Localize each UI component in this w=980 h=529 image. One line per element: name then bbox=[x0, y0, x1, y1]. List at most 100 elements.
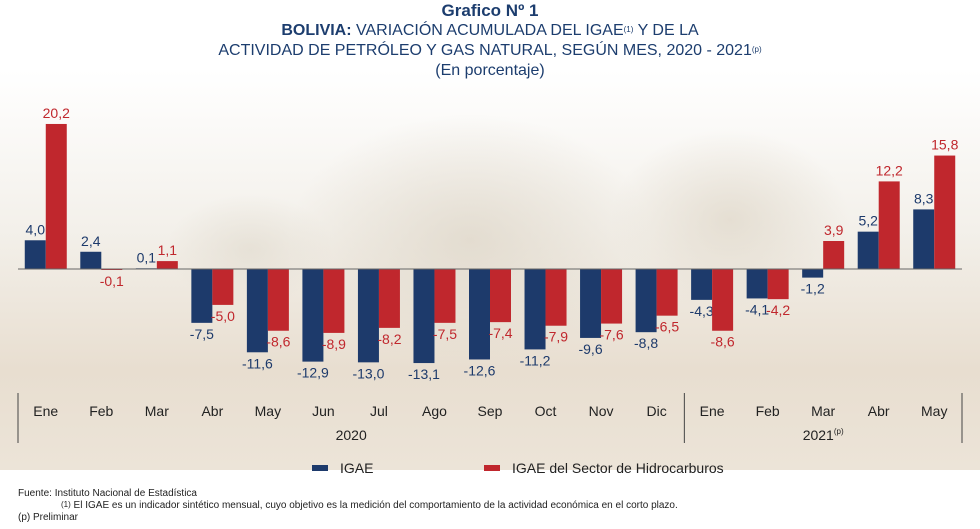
data-label-hidrocarburos-0: 20,2 bbox=[43, 105, 70, 121]
bar-hidrocarburos-6 bbox=[378, 269, 400, 328]
data-label-igae-13: -4,1 bbox=[745, 301, 769, 317]
data-label-hidrocarburos-5: -8,9 bbox=[322, 336, 346, 352]
chart-title: Grafico Nº 1 BOLIVIA: VARIACIÓN ACUMULAD… bbox=[0, 0, 980, 81]
bar-hidrocarburos-2 bbox=[156, 261, 178, 269]
tick-label-9: Oct bbox=[535, 403, 557, 419]
figure-number: Grafico Nº 1 bbox=[441, 1, 539, 20]
group-label-sup-1: (p) bbox=[834, 427, 844, 436]
bar-hidrocarburos-16 bbox=[934, 155, 956, 269]
bar-hidrocarburos-10 bbox=[601, 269, 623, 324]
source-text: Fuente: Instituto Nacional de Estadístic… bbox=[18, 488, 197, 499]
data-label-igae-6: -13,0 bbox=[352, 365, 384, 381]
data-label-hidrocarburos-3: -5,0 bbox=[211, 308, 235, 324]
data-label-hidrocarburos-10: -7,6 bbox=[599, 327, 623, 343]
footnote-1: (1) El IGAE es un indicador sintético me… bbox=[18, 500, 678, 512]
data-label-igae-8: -12,6 bbox=[464, 362, 496, 378]
data-label-igae-12: -4,3 bbox=[690, 303, 714, 319]
data-label-hidrocarburos-8: -7,4 bbox=[488, 325, 512, 341]
tick-label-6: Jul bbox=[370, 403, 388, 419]
data-label-hidrocarburos-13: -4,2 bbox=[766, 302, 790, 318]
legend-igae: IGAE bbox=[312, 458, 373, 478]
bar-hidrocarburos-0 bbox=[45, 123, 67, 270]
bar-igae-7 bbox=[413, 269, 435, 364]
data-label-hidrocarburos-16: 15,8 bbox=[931, 137, 958, 153]
footnote-1-mark: (1) bbox=[61, 500, 71, 509]
data-label-igae-16: 8,3 bbox=[914, 190, 934, 206]
tick-label-13: Feb bbox=[756, 403, 780, 419]
tick-label-5: Jun bbox=[312, 403, 335, 419]
bar-igae-0 bbox=[24, 240, 46, 269]
legend-label-hidrocarburos: IGAE del Sector de Hidrocarburos bbox=[512, 460, 724, 476]
bar-hidrocarburos-15 bbox=[878, 181, 900, 269]
data-label-igae-9: -11,2 bbox=[520, 352, 551, 368]
data-label-igae-0: 4,0 bbox=[26, 221, 46, 237]
data-label-hidrocarburos-1: -0,1 bbox=[100, 273, 124, 289]
bar-igae-13 bbox=[746, 269, 768, 299]
data-label-hidrocarburos-2: 1,1 bbox=[158, 242, 178, 258]
tick-label-8: Sep bbox=[478, 403, 503, 419]
title-note-1: (1) bbox=[623, 25, 634, 34]
bar-igae-10 bbox=[580, 269, 602, 338]
data-label-hidrocarburos-4: -8,6 bbox=[266, 334, 290, 350]
data-label-igae-5: -12,9 bbox=[297, 365, 329, 381]
bar-hidrocarburos-14 bbox=[823, 240, 845, 269]
bar-igae-15 bbox=[857, 231, 879, 269]
bar-igae-14 bbox=[802, 269, 824, 278]
bar-igae-16 bbox=[913, 209, 935, 269]
tick-label-14: Mar bbox=[811, 403, 835, 419]
bar-hidrocarburos-11 bbox=[656, 269, 678, 316]
title-line-2-text: ACTIVIDAD DE PETRÓLEO Y GAS NATURAL, SEG… bbox=[218, 42, 752, 59]
data-label-hidrocarburos-11: -6,5 bbox=[655, 319, 679, 335]
bar-igae-1 bbox=[80, 251, 102, 269]
legend-hidrocarburos: IGAE del Sector de Hidrocarburos bbox=[484, 458, 724, 478]
tick-label-2: Mar bbox=[145, 403, 169, 419]
bar-hidrocarburos-13 bbox=[767, 269, 789, 300]
data-label-igae-3: -7,5 bbox=[190, 326, 214, 342]
footnote-preliminar: (p) Preliminar bbox=[18, 512, 79, 523]
legend-label-igae: IGAE bbox=[340, 460, 374, 476]
tick-label-1: Feb bbox=[89, 403, 113, 419]
bar-hidrocarburos-5 bbox=[323, 269, 345, 333]
tick-label-15: Abr bbox=[868, 403, 890, 419]
footnote-1-text: El IGAE es un indicador sintético mensua… bbox=[70, 500, 678, 511]
bar-igae-3 bbox=[191, 269, 213, 323]
title-country: BOLIVIA: bbox=[281, 22, 352, 39]
title-line-1-text: VARIACIÓN ACUMULADA DEL IGAE bbox=[351, 22, 624, 39]
title-note-p: (p) bbox=[751, 45, 762, 54]
bar-igae-6 bbox=[357, 269, 379, 363]
group-label-1: 2021(p) bbox=[803, 427, 844, 443]
group-label-0: 2020 bbox=[336, 427, 367, 443]
tick-label-0: Ene bbox=[33, 403, 58, 419]
data-label-igae-15: 5,2 bbox=[858, 213, 878, 229]
data-label-hidrocarburos-14: 3,9 bbox=[824, 222, 844, 238]
tick-label-7: Ago bbox=[422, 403, 447, 419]
data-label-igae-7: -13,1 bbox=[408, 366, 440, 382]
tick-label-16: May bbox=[921, 403, 947, 419]
bar-hidrocarburos-4 bbox=[267, 269, 289, 331]
data-label-igae-10: -9,6 bbox=[578, 341, 602, 357]
bar-igae-8 bbox=[469, 269, 490, 360]
data-label-igae-1: 2,4 bbox=[81, 233, 101, 249]
bar-hidrocarburos-8 bbox=[490, 269, 511, 323]
data-label-hidrocarburos-6: -8,2 bbox=[377, 331, 401, 347]
bar-igae-5 bbox=[302, 269, 324, 362]
legend-swatch-hidrocarburos bbox=[484, 465, 500, 471]
bar-igae-4 bbox=[246, 269, 268, 353]
data-label-igae-2: 0,1 bbox=[137, 249, 157, 265]
data-label-igae-14: -1,2 bbox=[801, 281, 825, 297]
data-label-igae-4: -11,6 bbox=[242, 355, 273, 371]
bar-hidrocarburos-7 bbox=[434, 269, 456, 323]
legend-swatch-igae bbox=[312, 465, 328, 471]
bar-igae-9 bbox=[524, 269, 546, 350]
title-line-2: ACTIVIDAD DE PETRÓLEO Y GAS NATURAL, SEG… bbox=[0, 41, 980, 61]
data-label-igae-11: -8,8 bbox=[634, 335, 658, 351]
tick-label-11: Dic bbox=[646, 403, 666, 419]
tick-label-10: Nov bbox=[589, 403, 614, 419]
chart-subtitle: (En porcentaje) bbox=[435, 62, 545, 79]
tick-label-12: Ene bbox=[700, 403, 725, 419]
data-label-hidrocarburos-9: -7,9 bbox=[544, 329, 568, 345]
data-label-hidrocarburos-12: -8,6 bbox=[711, 334, 735, 350]
bar-hidrocarburos-3 bbox=[212, 269, 234, 305]
data-label-hidrocarburos-15: 12,2 bbox=[876, 162, 903, 178]
